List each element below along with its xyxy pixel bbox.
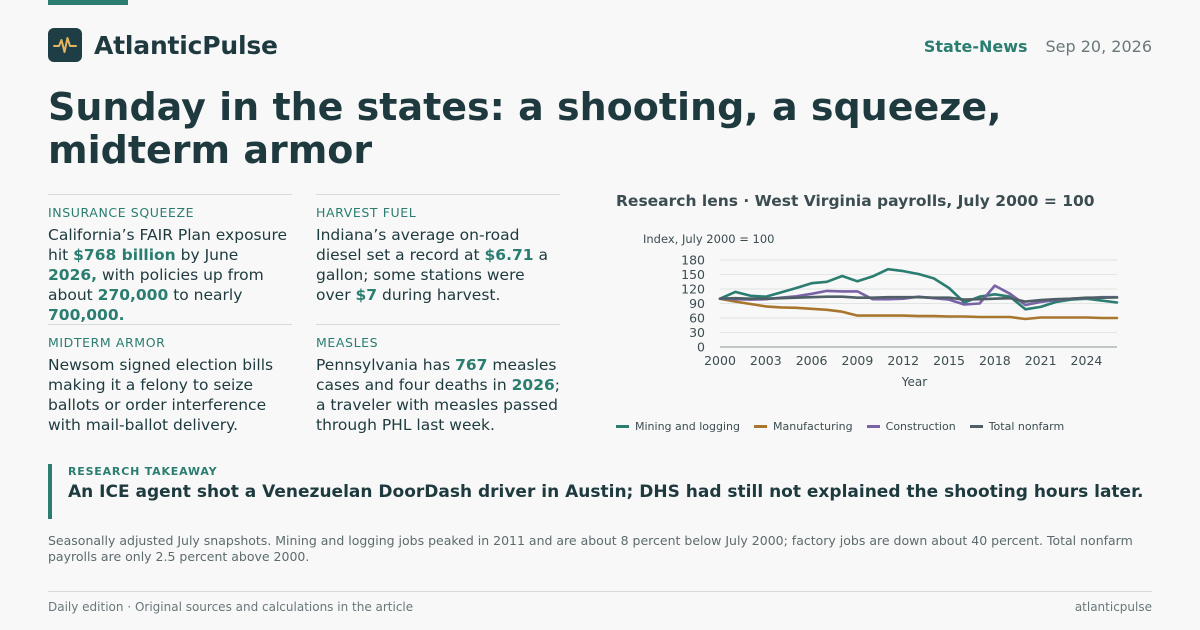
item-text: Newsom signed election bills making it a… (48, 355, 292, 435)
item-text: Pennsylvania has 767 measles cases and f… (316, 355, 560, 435)
highlighted-figure: 270,000 (97, 286, 169, 304)
x-tick-label: 2003 (750, 353, 782, 368)
item-text-span: with policies up from about (48, 266, 264, 304)
highlighted-figure: $6.71 (484, 246, 534, 264)
y-tick-label: 30 (689, 325, 705, 340)
y-tick-label: 90 (689, 296, 705, 311)
news-item-insurance: INSURANCE SQUEEZE California’s FAIR Plan… (48, 194, 292, 325)
news-item-midterm-armor: MIDTERM ARMOR Newsom signed election bil… (48, 324, 292, 435)
legend-label: Manufacturing (772, 420, 853, 433)
item-text-span: Pennsylvania has (316, 356, 456, 374)
brand[interactable]: AtlanticPulse (48, 28, 278, 62)
item-text: California’s FAIR Plan exposure hit $768… (48, 225, 292, 325)
item-text-span: California’s FAIR Plan exposure hit (48, 226, 288, 264)
chart-title: Research lens · West Virginia payrolls, … (616, 192, 1095, 210)
legend-label: Construction (885, 420, 956, 433)
legend-swatch (969, 425, 983, 428)
x-tick-label: 2006 (796, 353, 828, 368)
takeaway-text: An ICE agent shot a Venezuelan DoorDash … (68, 482, 1144, 502)
item-kicker: INSURANCE SQUEEZE (48, 205, 195, 220)
item-text-span: by June (175, 246, 239, 264)
x-axis-label: Year (901, 375, 927, 389)
publish-date: Sep 20, 2026 (1045, 37, 1153, 56)
takeaway-kicker: RESEARCH TAKEAWAY (68, 465, 218, 478)
x-tick-label: 2018 (979, 353, 1011, 368)
highlighted-figure: $7 (355, 286, 378, 304)
y-axis-label: Index, July 2000 = 100 (643, 232, 774, 246)
legend-item: Construction (866, 420, 956, 433)
legend-item: Total nonfarm (969, 420, 1065, 433)
x-tick-label: 2000 (704, 353, 736, 368)
item-kicker: HARVEST FUEL (316, 205, 417, 220)
series-line-mining-and-logging (718, 267, 1119, 311)
news-item-harvest-fuel: HARVEST FUEL Indiana’s average on-road d… (316, 194, 560, 305)
legend-item: Mining and logging (616, 420, 740, 433)
legend-swatch (866, 425, 880, 428)
legend-swatch (753, 425, 767, 428)
item-text-span: during harvest. (377, 286, 501, 304)
highlighted-figure: 2026 (511, 376, 555, 394)
y-tick-label: 150 (681, 267, 705, 282)
legend-label: Total nonfarm (988, 420, 1065, 433)
footer-edition: Daily edition · Original sources and cal… (48, 600, 414, 614)
chart-note: Seasonally adjusted July snapshots. Mini… (48, 533, 1133, 564)
highlighted-figure: 2026, (48, 266, 98, 284)
series-line-total-nonfarm (718, 295, 1119, 303)
item-text-span: Indiana’s average on-road diesel set a r… (316, 226, 520, 264)
research-takeaway: RESEARCH TAKEAWAY An ICE agent shot a Ve… (48, 464, 1158, 519)
header-meta: State-News Sep 20, 2026 (924, 37, 1152, 56)
y-tick-label: 0 (697, 340, 705, 355)
highlighted-figure: 767 (455, 356, 488, 374)
footer-site[interactable]: atlanticpulse (1074, 600, 1152, 614)
news-item-measles: MEASLES Pennsylvania has 767 measles cas… (316, 324, 560, 435)
x-tick-label: 2009 (842, 353, 874, 368)
highlighted-figure: $768 billion (73, 246, 176, 264)
item-text-span: ; a traveler with measles passed through… (316, 376, 560, 434)
x-tick-label: 2021 (1025, 353, 1057, 368)
x-tick-label: 2015 (933, 353, 965, 368)
y-tick-label: 180 (681, 253, 705, 268)
section-tag[interactable]: State-News (923, 37, 1028, 56)
legend-swatch (616, 425, 629, 428)
x-tick-label: 2024 (1071, 353, 1103, 368)
item-text-span: measles cases and four deaths in (316, 356, 557, 394)
item-kicker: MIDTERM ARMOR (48, 335, 166, 350)
highlighted-figure: 700,000. (48, 306, 125, 324)
page-title: Sunday in the states: a shooting, a sque… (48, 85, 1002, 172)
item-text-span: Newsom signed election bills making it a… (48, 356, 274, 434)
item-text: Indiana’s average on-road diesel set a r… (316, 225, 560, 305)
legend-item: Manufacturing (753, 420, 853, 433)
brand-name: AtlanticPulse (94, 30, 278, 60)
legend-label: Mining and logging (635, 420, 740, 433)
y-tick-label: 60 (689, 311, 705, 326)
pulse-waveform-icon (48, 28, 82, 62)
item-text-span: to nearly (168, 286, 243, 304)
x-tick-label: 2012 (887, 353, 919, 368)
chart-legend: Mining and logging Manufacturing Construct… (616, 420, 1078, 433)
item-kicker: MEASLES (316, 335, 379, 350)
series-line-manufacturing (718, 297, 1119, 321)
item-text-span: a gallon; some stations were over (316, 246, 548, 304)
footer-divider (48, 591, 1152, 592)
top-accent-bar (48, 0, 128, 5)
y-tick-label: 120 (681, 282, 705, 297)
